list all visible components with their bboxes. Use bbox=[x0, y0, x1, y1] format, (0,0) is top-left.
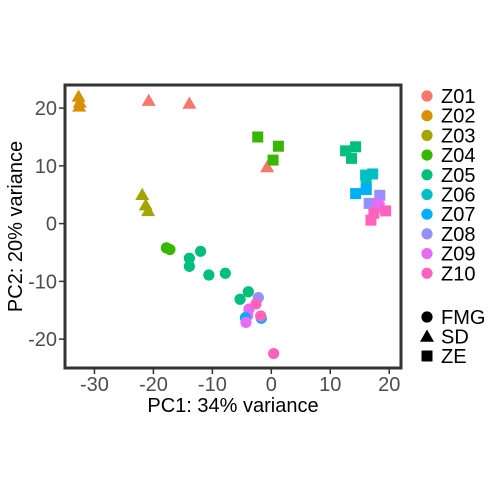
color-legend-key bbox=[421, 228, 433, 240]
y-tick-label: 10 bbox=[35, 156, 57, 178]
x-tick-label: 10 bbox=[319, 374, 341, 396]
data-point bbox=[219, 267, 231, 279]
color-legend-key bbox=[421, 208, 433, 220]
x-axis-label: PC1: 34% variance bbox=[147, 395, 318, 417]
color-legend-label: Z06 bbox=[441, 185, 475, 207]
y-tick-label: -10 bbox=[28, 271, 57, 293]
x-tick-label: 20 bbox=[378, 374, 400, 396]
data-point bbox=[363, 197, 375, 209]
x-axis: -30 -20 -10 0 10 20 bbox=[80, 368, 400, 396]
data-point bbox=[367, 168, 379, 180]
data-point bbox=[182, 96, 197, 109]
data-point bbox=[252, 131, 264, 143]
color-legend-item: Z01 bbox=[421, 86, 475, 108]
color-legend-label: Z04 bbox=[441, 145, 475, 167]
data-point bbox=[272, 140, 284, 152]
color-legend-key bbox=[421, 188, 433, 201]
color-legend-key bbox=[421, 149, 433, 161]
color-legend-key bbox=[421, 248, 433, 260]
color-legend-item: Z03 bbox=[421, 125, 475, 147]
data-point bbox=[350, 141, 362, 153]
color-legend-label: Z09 bbox=[441, 244, 475, 266]
data-point bbox=[368, 207, 380, 219]
shape-legend-key bbox=[421, 350, 433, 362]
color-legend-item: Z06 bbox=[421, 185, 475, 207]
points-layer bbox=[71, 89, 392, 360]
color-legend-key bbox=[421, 267, 433, 279]
data-point bbox=[242, 286, 254, 298]
panel-border bbox=[63, 83, 403, 370]
data-point bbox=[71, 89, 86, 102]
data-point bbox=[374, 189, 386, 201]
color-legend-label: Z10 bbox=[441, 263, 475, 285]
color-legend-item: Z05 bbox=[421, 165, 475, 187]
color-legend-item: Z02 bbox=[421, 106, 475, 128]
color-legend-key bbox=[421, 90, 433, 102]
shape-legend-key bbox=[421, 311, 433, 323]
data-point bbox=[183, 260, 195, 272]
color-legend-item: Z04 bbox=[421, 145, 475, 167]
color-legend-item: Z07 bbox=[421, 204, 475, 226]
x-tick-label: -20 bbox=[139, 374, 168, 396]
x-tick-label: -30 bbox=[80, 374, 109, 396]
data-point bbox=[373, 201, 385, 213]
data-point bbox=[380, 205, 392, 217]
data-point bbox=[250, 298, 262, 310]
y-tick-label: 20 bbox=[35, 98, 57, 120]
shape-legend-label: ZE bbox=[441, 346, 467, 368]
color-legend-label: Z02 bbox=[441, 106, 475, 128]
shape-legend-item: FMG bbox=[421, 307, 485, 329]
data-point bbox=[135, 187, 150, 200]
data-point bbox=[260, 160, 275, 173]
data-point bbox=[194, 245, 207, 257]
data-point bbox=[360, 169, 372, 181]
data-point bbox=[203, 269, 215, 281]
color-legend-item: Z09 bbox=[421, 244, 475, 266]
data-point bbox=[183, 252, 195, 264]
color-legend-key bbox=[421, 110, 433, 122]
data-point bbox=[365, 214, 377, 226]
data-point bbox=[255, 310, 267, 322]
color-legend-key bbox=[421, 169, 433, 181]
shape-legend-label: SD bbox=[441, 327, 469, 349]
color-legend-item: Z08 bbox=[421, 224, 475, 246]
data-point bbox=[267, 154, 279, 166]
shape-legend-item: ZE bbox=[421, 346, 467, 368]
shape-legend-item: SD bbox=[420, 327, 469, 349]
data-point bbox=[350, 188, 362, 200]
color-legend-label: Z07 bbox=[441, 204, 475, 226]
color-legend-label: Z03 bbox=[441, 125, 475, 147]
data-point bbox=[340, 145, 352, 157]
data-point bbox=[240, 316, 252, 328]
y-axis: -20 -10 0 10 20 bbox=[28, 98, 65, 351]
data-point bbox=[164, 244, 176, 256]
color-legend-label: Z05 bbox=[441, 165, 475, 187]
y-axis-label: PC2: 20% variance bbox=[5, 141, 27, 312]
data-point bbox=[268, 347, 280, 360]
y-tick-label: -20 bbox=[28, 329, 57, 351]
shape-legend-key bbox=[420, 329, 434, 342]
x-tick-label: 0 bbox=[266, 374, 277, 396]
y-tick-label: 0 bbox=[46, 214, 57, 236]
shape-legend-label: FMG bbox=[441, 307, 485, 329]
color-legend-label: Z08 bbox=[441, 224, 475, 246]
color-legend-key bbox=[421, 129, 433, 141]
data-point bbox=[141, 93, 156, 106]
color-legend-item: Z10 bbox=[421, 263, 475, 285]
x-tick-label: -10 bbox=[198, 374, 227, 396]
data-point bbox=[360, 184, 372, 196]
data-point bbox=[141, 203, 156, 217]
data-point bbox=[72, 99, 87, 112]
color-legend-label: Z01 bbox=[441, 86, 475, 108]
data-point bbox=[234, 293, 246, 305]
data-point bbox=[345, 152, 357, 164]
